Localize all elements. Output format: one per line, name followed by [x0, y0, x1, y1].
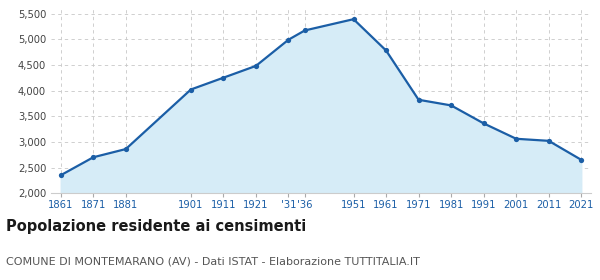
Text: COMUNE DI MONTEMARANO (AV) - Dati ISTAT - Elaborazione TUTTITALIA.IT: COMUNE DI MONTEMARANO (AV) - Dati ISTAT …	[6, 256, 420, 267]
Text: Popolazione residente ai censimenti: Popolazione residente ai censimenti	[6, 219, 306, 234]
